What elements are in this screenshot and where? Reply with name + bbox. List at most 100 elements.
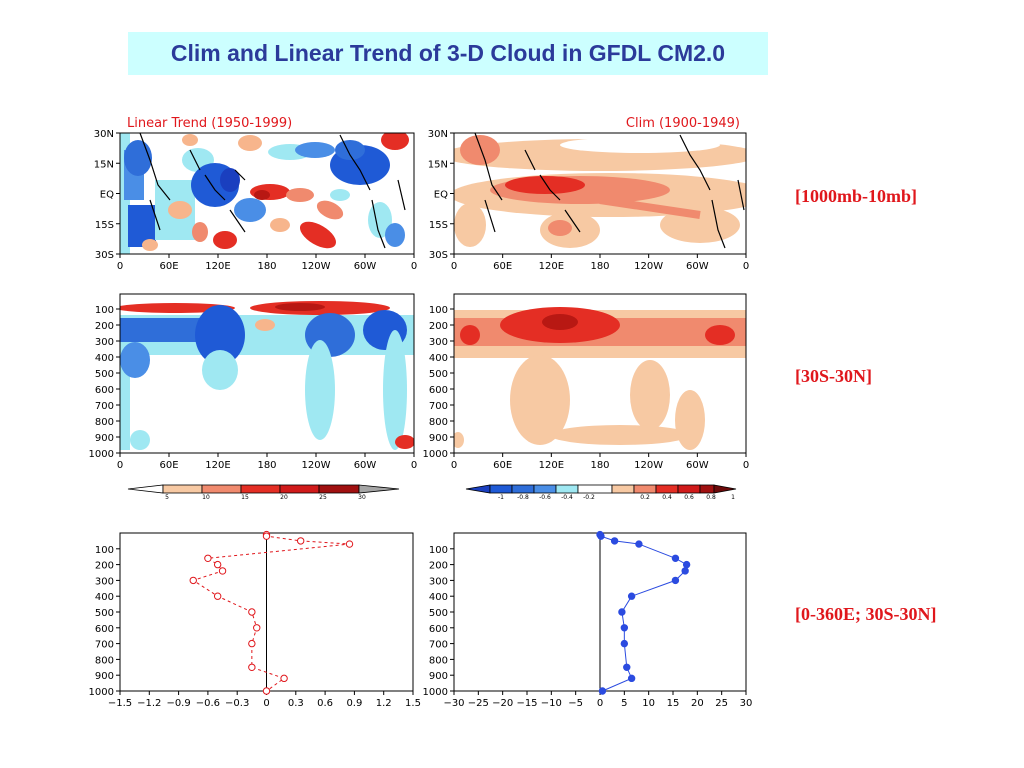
profile-clim-xtick-label: −15 (516, 698, 537, 709)
xsec-clim-ytick-label: 100 (429, 305, 448, 316)
profile-trend-point (345, 540, 354, 548)
profile-trend-ytick-label: 200 (95, 561, 114, 572)
profile-trend-ytick-label: 600 (95, 624, 114, 635)
side-label-domain: [0-360E; 30S-30N] (795, 604, 937, 624)
colorbar-clim-label: 0.4 (662, 494, 672, 501)
colorbar-trend-label: 5 (165, 494, 169, 501)
profile-clim-ytick-label: 500 (429, 608, 448, 619)
profile-clim-point (635, 540, 643, 548)
colorbar-clim-label: 1 (731, 494, 735, 501)
map-trend-ytick-label: EQ (100, 190, 114, 201)
profile-clim-ytick-label: 600 (429, 624, 448, 635)
map-trend-ytick-label: 30N (94, 129, 114, 140)
profile-clim-ytick-label: 100 (429, 545, 448, 556)
profile-clim-ytick-label: 800 (429, 655, 448, 666)
profile-trend-xtick-label: 0.3 (288, 698, 304, 709)
profile-trend-point (248, 639, 256, 648)
profile-clim-xtick-label: 10 (642, 698, 655, 709)
profile-trend-ytick-label: 1000 (89, 687, 114, 698)
xsec-trend-ytick-label: 100 (95, 305, 114, 316)
map-clim-xtick-label: 120W (634, 261, 663, 272)
xsec-trend-xtick-label: 0 (411, 460, 417, 471)
colorbar-trend-label: 30 (358, 494, 366, 501)
map-trend-xtick-label: 180 (257, 261, 276, 272)
profile-trend-xtick-label: −0.9 (166, 698, 190, 709)
map-trend-xtick-label: 120E (205, 261, 230, 272)
profile-clim-point (618, 608, 626, 616)
profile-clim-point (627, 592, 636, 600)
map-trend-xtick-label: 0 (411, 261, 417, 272)
colorbar-clim-label: -0.6 (539, 494, 551, 501)
xsec-trend-ytick-label: 200 (95, 321, 114, 332)
xsec-trend-xtick-label: 120E (205, 460, 230, 471)
profile-clim-ytick-label: 200 (429, 561, 448, 572)
xsec-trend-xtick-label: 60W (354, 460, 377, 471)
colorbar-clim-label: -1 (498, 494, 504, 501)
profile-clim-point (623, 663, 631, 671)
profile-clim-point (620, 624, 629, 632)
profile-clim-point (620, 639, 629, 648)
map-trend-xtick-label: 60E (159, 261, 178, 272)
profile-clim-xtick-label: −20 (492, 698, 513, 709)
colorbar-trend-label: 20 (280, 494, 288, 501)
profile-clim-point (598, 687, 607, 695)
profile-clim-xtick-label: 15 (667, 698, 680, 709)
xsec-trend-xtick-label: 60E (159, 460, 178, 471)
colorbar-trend-label: 25 (319, 494, 327, 501)
xsec-trend-xtick-label: 180 (257, 460, 276, 471)
profile-trend-point (248, 663, 256, 671)
profile-trend-point (213, 592, 222, 600)
profile-clim-ytick-label: 1000 (423, 687, 448, 698)
colorbar-clim (465, 484, 737, 494)
profile-clim-point (671, 554, 680, 562)
colorbar-trend (127, 484, 400, 494)
xsec-clim-panel (454, 294, 746, 453)
title-box: Clim and Linear Trend of 3-D Cloud in GF… (128, 32, 768, 75)
profile-trend-point (253, 624, 261, 632)
map-clim-ytick-label: 15N (428, 159, 448, 170)
xsec-clim-xtick-label: 120W (634, 460, 663, 471)
profile-clim-xtick-label: −5 (568, 698, 583, 709)
xsec-trend-ytick-label: 1000 (89, 449, 114, 460)
profile-clim-point (597, 532, 605, 540)
profile-trend-series (189, 530, 354, 695)
profile-trend-xtick-label: −1.2 (137, 698, 161, 709)
colorbar-clim-label: 0.2 (640, 494, 650, 501)
profile-trend-point (262, 532, 271, 540)
profile-trend-ytick-label: 100 (95, 545, 114, 556)
map-trend-ytick-label: 15S (95, 220, 114, 231)
xsec-clim-xtick-label: 60E (493, 460, 512, 471)
map-trend-panel (120, 133, 414, 254)
profile-clim-point (682, 560, 691, 569)
xsec-clim-ytick-label: 400 (429, 353, 448, 364)
profile-clim-xtick-label: 0 (597, 698, 603, 709)
xsec-trend-xtick-label: 0 (117, 460, 123, 471)
colorbar-clim-label: -0.2 (583, 494, 595, 501)
profile-clim-xtick-label: 5 (621, 698, 627, 709)
map-clim-xtick-label: 0 (451, 261, 457, 272)
xsec-clim-ytick-label: 1000 (423, 449, 448, 460)
map-clim-ytick-label: 30S (429, 250, 448, 261)
colorbar-clim-label: -0.4 (561, 494, 573, 501)
xsec-trend-ytick-label: 700 (95, 401, 114, 412)
profile-clim-series (596, 530, 691, 695)
profile-trend-ytick-label: 400 (95, 592, 114, 603)
map-clim-xtick-label: 60E (493, 261, 512, 272)
xsec-trend-ytick-label: 500 (95, 369, 114, 380)
profile-trend-point (262, 687, 271, 695)
profile-clim-xtick-label: 30 (740, 698, 753, 709)
xsec-clim-ytick-label: 800 (429, 417, 448, 428)
map-trend-title: Linear Trend (1950-1999) (127, 116, 292, 131)
profile-trend-xtick-label: −0.6 (196, 698, 220, 709)
xsec-trend-panel (120, 294, 414, 453)
profile-trend-point (218, 567, 227, 575)
profile-trend-xtick-label: 0.6 (317, 698, 333, 709)
map-clim-xtick-label: 180 (590, 261, 609, 272)
profile-trend-point (189, 576, 197, 585)
profile-clim-xtick-label: −10 (541, 698, 562, 709)
xsec-clim-ytick-label: 700 (429, 401, 448, 412)
profile-trend-ytick-label: 700 (95, 640, 114, 651)
colorbar-clim-label: 0.6 (684, 494, 694, 501)
map-trend-ytick-label: 30S (95, 250, 114, 261)
